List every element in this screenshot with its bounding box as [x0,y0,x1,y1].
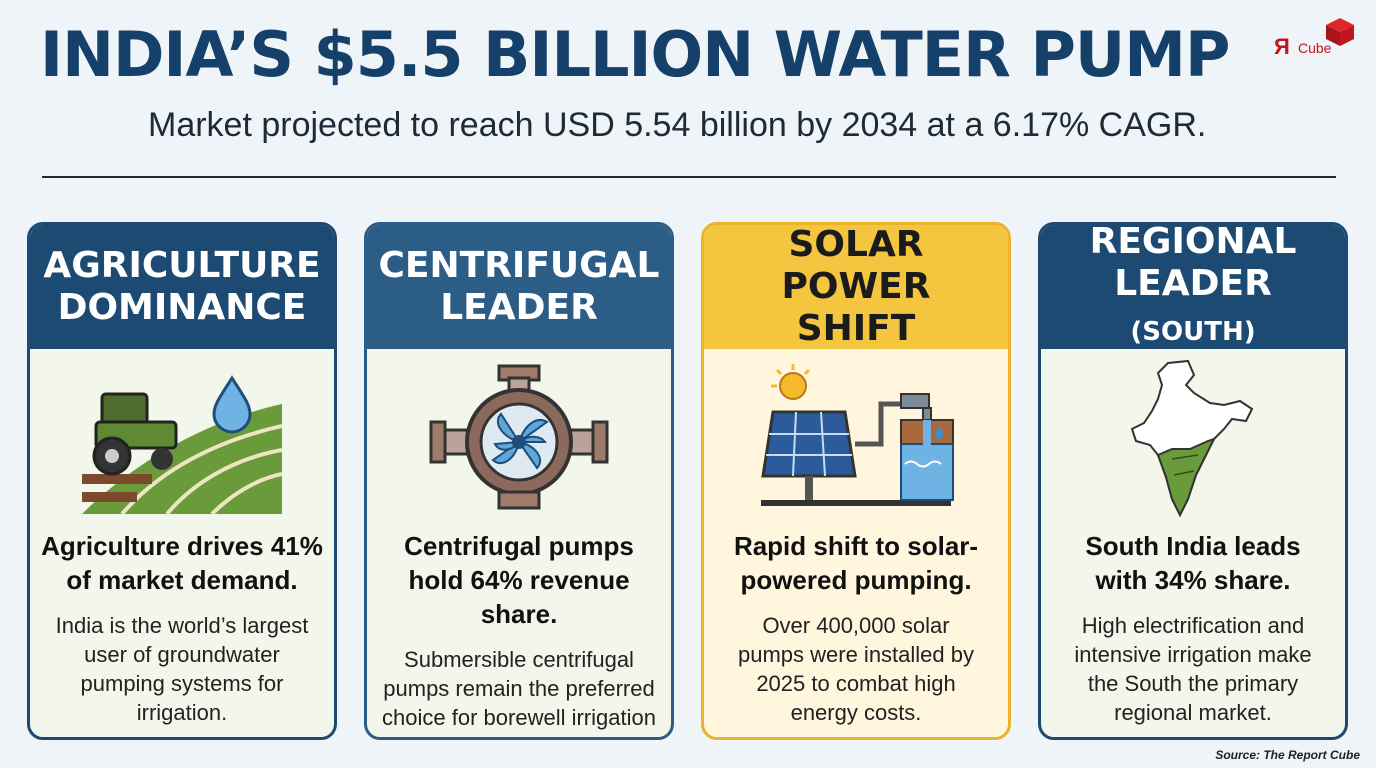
cube-icon [1326,18,1354,46]
card-body: India is the world’s largest user of gro… [55,613,309,725]
logo-mark: Я [1274,34,1290,59]
report-cube-logo: Я Cube [1272,14,1362,64]
card-centrifugal: CENTRIFUGAL LEADER Centrifugal pumps hol… [364,222,674,740]
card-heading: SOLAR POWER SHIFT [704,225,1008,349]
page-subtitle: Market projected to reach USD 5.54 billi… [148,106,1207,144]
card-agriculture: AGRICULTURE DOMINANCE Agriculture drives… [27,222,337,740]
card-heading-suffix: (SOUTH) [1130,317,1256,347]
tractor-field-icon [30,349,334,529]
card-body: Over 400,000 solar pumps were installed … [737,613,974,725]
title-divider [42,176,1336,178]
card-heading: CENTRIFUGAL LEADER [367,225,671,349]
card-heading: REGIONAL LEADER (SOUTH) [1041,225,1345,349]
source-note: Source: The Report Cube [1215,748,1360,762]
card-body: High electrification and intensive irrig… [1074,613,1312,725]
card-heading: AGRICULTURE DOMINANCE [30,225,334,349]
card-lead: Rapid shift to solar- powered pumping. [733,531,979,595]
card-body: Submersible centrifugal pumps remain the… [382,647,656,737]
logo-text: Cube [1298,40,1332,56]
page-title: INDIA’S $5.5 BILLION WATER PUMP [40,18,1230,91]
card-lead: Agriculture drives 41% of market demand. [41,531,323,595]
centrifugal-pump-icon [367,349,671,529]
card-lead: South India leads with 34% share. [1085,531,1301,595]
card-heading-main: REGIONAL LEADER (SOUTH) [1089,222,1297,347]
card-regional: REGIONAL LEADER (SOUTH) South India lead… [1038,222,1348,740]
solar-pump-icon [704,349,1008,529]
india-map-icon [1041,349,1345,529]
card-lead: Centrifugal pumps hold 64% revenue share… [404,531,634,629]
card-solar: SOLAR POWER SHIFT Rapid shift to s [701,222,1011,740]
